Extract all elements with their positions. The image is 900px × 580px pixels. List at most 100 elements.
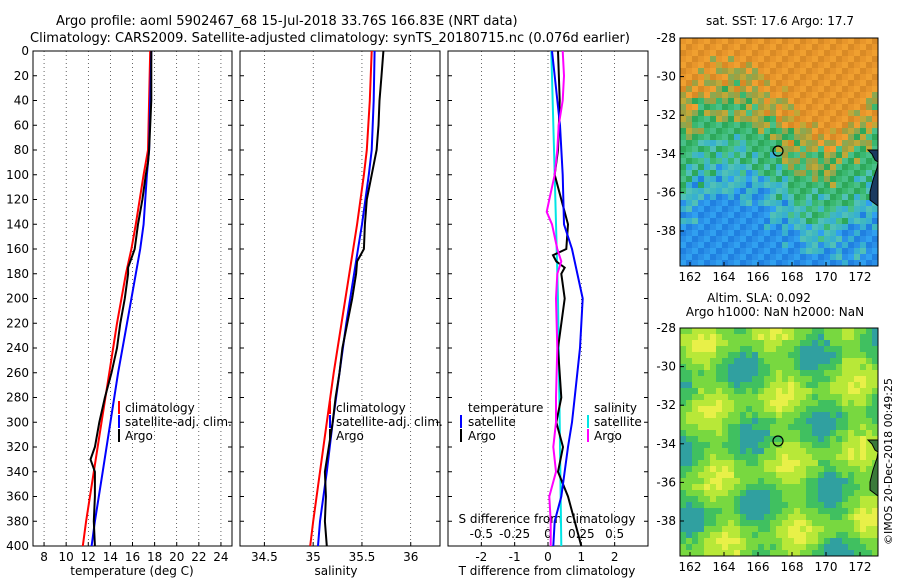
sla-cell [824,460,830,466]
sla-cell [746,394,752,400]
temperature-xlabel: temperature (deg C) [70,564,193,578]
sla-cell [776,472,782,478]
sst-cell [692,224,698,230]
sst-cell [824,200,830,206]
sst-cell [866,242,872,248]
sst-cell [800,140,806,146]
sla-cell [686,484,692,490]
sla-cell [704,442,710,448]
sla-cell [800,334,806,340]
sla-cell [770,496,776,502]
sst-cell [836,170,842,176]
sla-cell [800,364,806,370]
sla-cell [746,484,752,490]
sst-cell [860,44,866,50]
sst-cell [794,158,800,164]
sst-cell [794,206,800,212]
sla-cell [746,388,752,394]
sst-cell [830,44,836,50]
sla-cell [686,424,692,430]
sla-cell [788,538,794,544]
sst-cell [746,128,752,134]
sla-cell [746,436,752,442]
sst-cell [716,188,722,194]
sst-cell [794,140,800,146]
sla-cell [746,550,752,556]
sst-cell [704,50,710,56]
sla-cell [872,358,878,364]
sst-cell [770,224,776,230]
map-tick-label-y: -38 [656,224,676,238]
sla-cell [806,388,812,394]
sst-cell [734,164,740,170]
sla-cell [686,448,692,454]
coastline [866,439,879,497]
sla-cell [722,532,728,538]
sst-cell [788,140,794,146]
sst-cell [722,68,728,74]
sla-cell [746,334,752,340]
sla-cell [812,466,818,472]
sla-cell [776,526,782,532]
sst-cell [770,212,776,218]
sst-cell [716,230,722,236]
sla-cell [758,472,764,478]
sst-cell [704,146,710,152]
sla-cell [740,340,746,346]
sst-cell [716,164,722,170]
sla-cell [872,394,878,400]
sla-cell [854,496,860,502]
sst-cell [710,188,716,194]
sst-cell [692,86,698,92]
sla-cell [872,328,878,334]
sla-cell [716,340,722,346]
sla-cell [866,490,872,496]
sla-cell [734,388,740,394]
sla-cell [836,472,842,478]
sst-cell [710,230,716,236]
sla-cell [698,544,704,550]
sla-cell [698,400,704,406]
sla-cell [806,430,812,436]
sla-cell [842,334,848,340]
sla-cell [854,364,860,370]
sla-cell [812,436,818,442]
sla-cell [698,358,704,364]
sla-cell [692,526,698,532]
sst-cell [854,176,860,182]
sst-cell [698,164,704,170]
sst-cell [800,86,806,92]
sla-cell [854,430,860,436]
sst-cell [848,182,854,188]
sst-cell [794,44,800,50]
sst-cell [728,206,734,212]
sla-cell [806,466,812,472]
sla-cell [800,430,806,436]
sst-cell [764,140,770,146]
sst-cell [782,140,788,146]
sla-cell [740,406,746,412]
sla-cell [698,472,704,478]
sla-cell [800,400,806,406]
sst-cell [734,224,740,230]
sst-cell [692,110,698,116]
sst-cell [770,38,776,44]
sst-cell [698,128,704,134]
sst-cell [770,176,776,182]
sst-cell [872,128,878,134]
sst-cell [866,158,872,164]
temperature-tick-label-y: 220 [6,316,29,330]
sst-cell [758,254,764,260]
sst-cell [764,218,770,224]
sla-cell [698,388,704,394]
sst-cell [818,212,824,218]
sla-cell [758,448,764,454]
sla-cell [758,424,764,430]
sst-cell [854,44,860,50]
sla-cell [764,352,770,358]
sst-cell [782,242,788,248]
temperature-tick-label-x: 16 [125,550,140,564]
sla-cell [680,520,686,526]
sst-cell [800,62,806,68]
sst-cell [686,62,692,68]
